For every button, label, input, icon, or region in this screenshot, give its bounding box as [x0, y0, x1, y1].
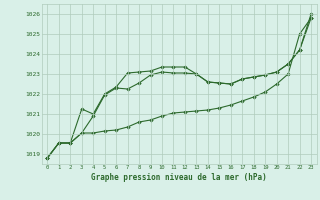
X-axis label: Graphe pression niveau de la mer (hPa): Graphe pression niveau de la mer (hPa) [91, 173, 267, 182]
